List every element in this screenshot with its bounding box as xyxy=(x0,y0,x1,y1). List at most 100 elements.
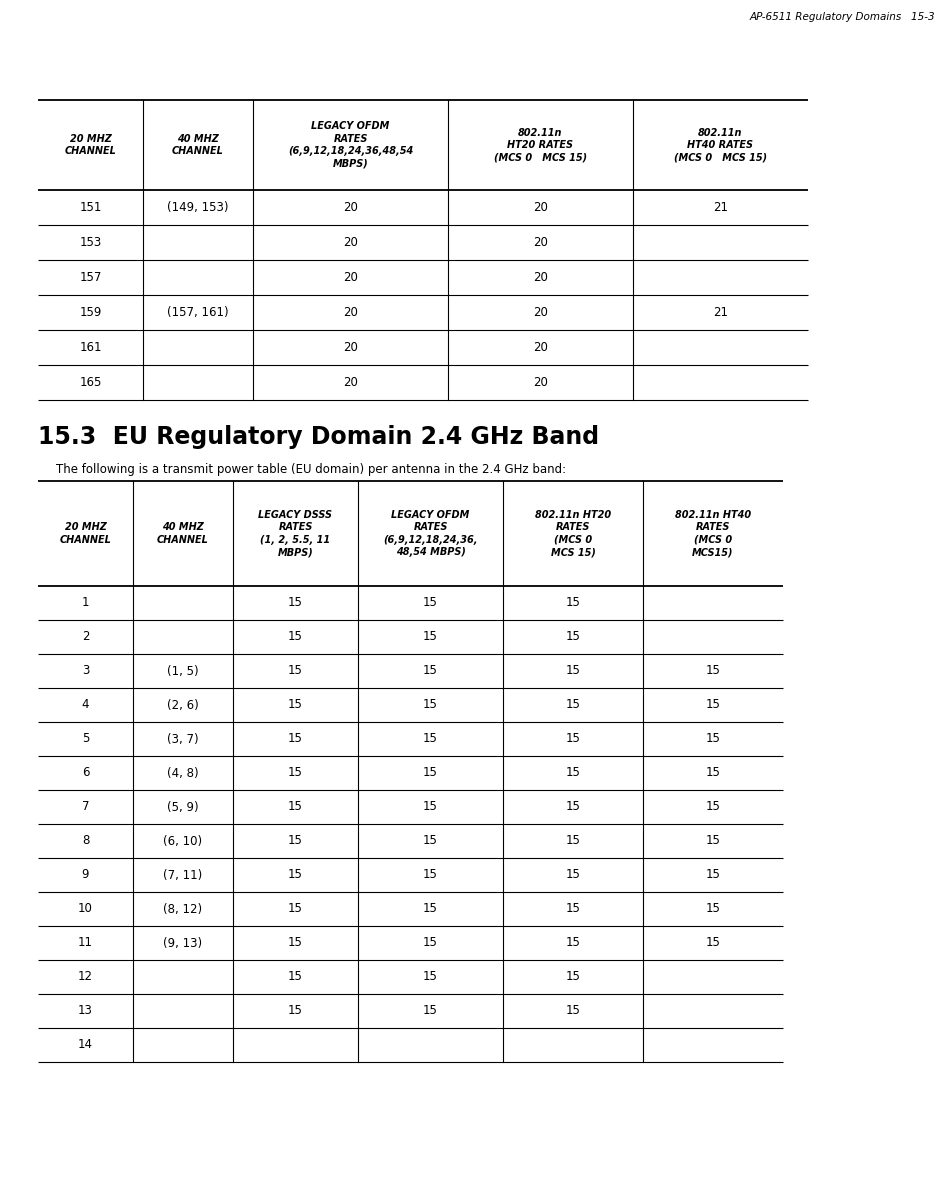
Text: 15: 15 xyxy=(423,1005,437,1018)
Text: 15: 15 xyxy=(423,903,437,916)
Text: 20: 20 xyxy=(343,376,358,389)
Text: 9: 9 xyxy=(82,869,89,881)
Text: 40 MHZ
CHANNEL: 40 MHZ CHANNEL xyxy=(158,523,209,545)
Text: 15: 15 xyxy=(288,631,303,643)
Text: 15: 15 xyxy=(288,596,303,609)
Text: 15: 15 xyxy=(566,903,581,916)
Text: 15: 15 xyxy=(423,936,437,950)
Text: 15: 15 xyxy=(288,801,303,814)
Text: 802.11n
HT40 RATES
(MCS 0   MCS 15): 802.11n HT40 RATES (MCS 0 MCS 15) xyxy=(674,127,767,162)
Text: 21: 21 xyxy=(713,201,728,214)
Text: LEGACY OFDM
RATES
(6,9,12,18,24,36,48,54
MBPS): LEGACY OFDM RATES (6,9,12,18,24,36,48,54… xyxy=(288,121,413,168)
Text: 2: 2 xyxy=(82,631,89,643)
Text: 20: 20 xyxy=(533,236,548,249)
Text: 21: 21 xyxy=(713,307,728,319)
Text: 15: 15 xyxy=(566,665,581,678)
Text: 15: 15 xyxy=(566,1005,581,1018)
Text: 20: 20 xyxy=(343,201,358,214)
Text: 20: 20 xyxy=(533,307,548,319)
Text: 15: 15 xyxy=(423,596,437,609)
Text: The following is a transmit power table (EU domain) per antenna in the 2.4 GHz b: The following is a transmit power table … xyxy=(56,463,567,476)
Text: 15: 15 xyxy=(566,834,581,847)
Text: (8, 12): (8, 12) xyxy=(163,903,202,916)
Text: 1: 1 xyxy=(82,596,89,609)
Text: 161: 161 xyxy=(80,341,102,355)
Text: 159: 159 xyxy=(80,307,102,319)
Text: 15: 15 xyxy=(705,936,720,950)
Text: (4, 8): (4, 8) xyxy=(167,767,198,780)
Text: (7, 11): (7, 11) xyxy=(163,869,203,881)
Text: 15: 15 xyxy=(288,732,303,745)
Text: 15: 15 xyxy=(566,631,581,643)
Text: 15: 15 xyxy=(423,869,437,881)
Text: 15: 15 xyxy=(288,869,303,881)
Text: 15: 15 xyxy=(566,596,581,609)
Text: 20: 20 xyxy=(343,270,358,284)
Text: 14: 14 xyxy=(78,1039,93,1052)
Text: 20: 20 xyxy=(343,341,358,355)
Text: 15: 15 xyxy=(288,936,303,950)
Text: (5, 9): (5, 9) xyxy=(167,801,198,814)
Text: 8: 8 xyxy=(82,834,89,847)
Text: 15: 15 xyxy=(423,767,437,780)
Text: 15: 15 xyxy=(705,834,720,847)
Text: 3: 3 xyxy=(82,665,89,678)
Text: 15: 15 xyxy=(423,732,437,745)
Text: 15: 15 xyxy=(423,834,437,847)
Text: 5: 5 xyxy=(82,732,89,745)
Text: 157: 157 xyxy=(80,270,102,284)
Text: 20 MHZ
CHANNEL: 20 MHZ CHANNEL xyxy=(65,133,117,156)
Text: (9, 13): (9, 13) xyxy=(163,936,202,950)
Text: (157, 161): (157, 161) xyxy=(167,307,229,319)
Text: 7: 7 xyxy=(82,801,89,814)
Text: 15: 15 xyxy=(288,698,303,712)
Text: 6: 6 xyxy=(82,767,89,780)
Text: 15: 15 xyxy=(566,801,581,814)
Text: 15: 15 xyxy=(566,869,581,881)
Text: 15: 15 xyxy=(705,903,720,916)
Text: 15: 15 xyxy=(705,767,720,780)
Text: 151: 151 xyxy=(80,201,102,214)
Text: 15: 15 xyxy=(705,665,720,678)
Text: 20: 20 xyxy=(533,270,548,284)
Text: 15: 15 xyxy=(705,801,720,814)
Text: (149, 153): (149, 153) xyxy=(167,201,229,214)
Text: (1, 5): (1, 5) xyxy=(167,665,198,678)
Text: 15: 15 xyxy=(288,903,303,916)
Text: 15: 15 xyxy=(288,970,303,983)
Text: 15.3  EU Regulatory Domain 2.4 GHz Band: 15.3 EU Regulatory Domain 2.4 GHz Band xyxy=(38,426,599,450)
Text: 10: 10 xyxy=(78,903,93,916)
Text: 15: 15 xyxy=(566,698,581,712)
Text: 153: 153 xyxy=(80,236,102,249)
Text: 802.11n
HT20 RATES
(MCS 0   MCS 15): 802.11n HT20 RATES (MCS 0 MCS 15) xyxy=(493,127,587,162)
Text: (2, 6): (2, 6) xyxy=(167,698,199,712)
Text: 20: 20 xyxy=(533,201,548,214)
Text: 15: 15 xyxy=(566,970,581,983)
Text: 15: 15 xyxy=(705,869,720,881)
Text: 11: 11 xyxy=(78,936,93,950)
Text: 15: 15 xyxy=(288,767,303,780)
Text: 15: 15 xyxy=(288,1005,303,1018)
Text: 20: 20 xyxy=(343,236,358,249)
Text: 802.11n HT40
RATES
(MCS 0
MCS15): 802.11n HT40 RATES (MCS 0 MCS15) xyxy=(675,510,751,557)
Text: 802.11n HT20
RATES
(MCS 0
MCS 15): 802.11n HT20 RATES (MCS 0 MCS 15) xyxy=(535,510,611,557)
Text: 20: 20 xyxy=(533,376,548,389)
Text: 12: 12 xyxy=(78,970,93,983)
Text: 15: 15 xyxy=(423,801,437,814)
Text: 20 MHZ
CHANNEL: 20 MHZ CHANNEL xyxy=(60,523,111,545)
Text: (6, 10): (6, 10) xyxy=(163,834,202,847)
Text: 20: 20 xyxy=(343,307,358,319)
Text: 15: 15 xyxy=(288,665,303,678)
Text: 15: 15 xyxy=(705,698,720,712)
Text: 4: 4 xyxy=(82,698,89,712)
Text: 165: 165 xyxy=(80,376,102,389)
Text: 15: 15 xyxy=(423,631,437,643)
Text: 40 MHZ
CHANNEL: 40 MHZ CHANNEL xyxy=(172,133,224,156)
Text: 20: 20 xyxy=(533,341,548,355)
Text: 15: 15 xyxy=(566,767,581,780)
Text: 13: 13 xyxy=(78,1005,93,1018)
Text: 15: 15 xyxy=(423,665,437,678)
Text: 15: 15 xyxy=(423,698,437,712)
Text: 15: 15 xyxy=(566,936,581,950)
Text: 15: 15 xyxy=(566,732,581,745)
